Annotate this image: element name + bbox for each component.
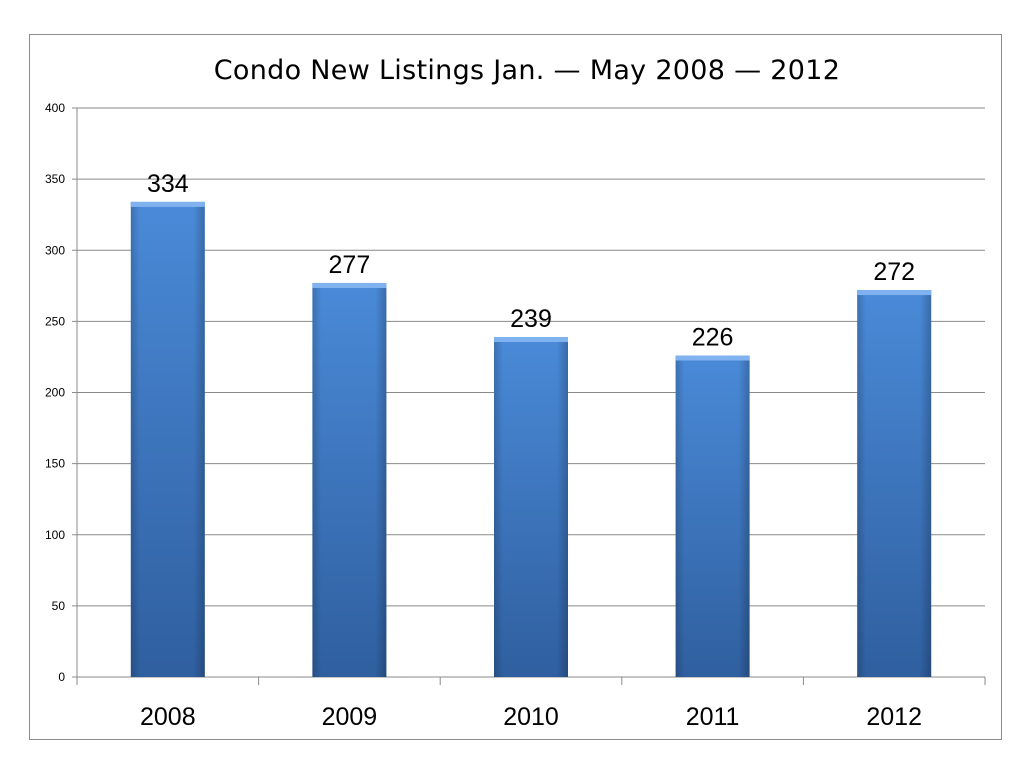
- y-tick-label: 250: [45, 314, 65, 328]
- bar-cap: [857, 290, 932, 296]
- bar-cap: [675, 355, 750, 361]
- bar-shade: [675, 355, 750, 677]
- data-label: 334: [147, 170, 189, 198]
- x-tick-label: 2011: [686, 703, 740, 731]
- y-tick-label: 50: [52, 599, 66, 613]
- data-label: 272: [873, 258, 915, 286]
- y-tick-label: 100: [45, 528, 65, 542]
- y-tick-label: 350: [45, 172, 65, 186]
- data-label: 226: [692, 324, 734, 352]
- y-tick-label: 400: [45, 101, 65, 115]
- y-tick-label: 300: [45, 243, 65, 257]
- bar-cap: [312, 282, 387, 288]
- data-label: 277: [329, 251, 371, 279]
- x-tick-label: 2008: [140, 703, 196, 731]
- labels: 0 50 100 150 200 250 300 350 400 334 2008 277 2009 23…: [45, 101, 922, 731]
- y-tick-label: 0: [58, 670, 65, 684]
- data-label: 239: [510, 305, 552, 333]
- bar-shade: [494, 337, 568, 677]
- bar-shade: [857, 290, 932, 677]
- x-tick-label: 2009: [322, 703, 378, 731]
- y-tick-label: 200: [45, 386, 65, 400]
- bar-cap: [494, 337, 568, 343]
- bar-shade: [130, 201, 205, 677]
- x-tick-label: 2012: [866, 703, 922, 731]
- x-tick-label: 2010: [503, 703, 559, 731]
- bars: [130, 201, 932, 677]
- bar-shade: [312, 282, 387, 677]
- y-tick-label: 150: [45, 457, 65, 471]
- chart-title: Condo New Listings Jan. — May 2008 — 201…: [213, 55, 841, 86]
- bar-cap: [130, 201, 205, 207]
